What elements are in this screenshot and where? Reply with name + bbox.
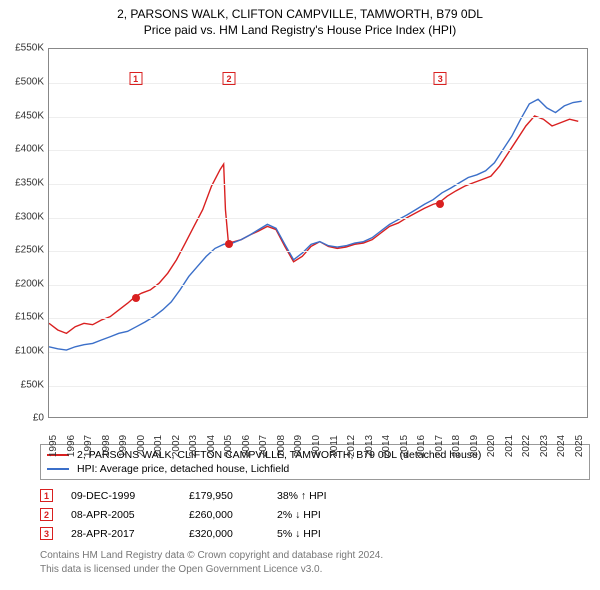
y-tick-label: £250K xyxy=(15,245,44,256)
x-tick-label: 2004 xyxy=(206,435,217,457)
x-tick-label: 2015 xyxy=(399,435,410,457)
transaction-table: 1 09-DEC-1999 £179,950 38% ↑ HPI 2 08-APR-200… xyxy=(40,486,590,543)
x-tick-label: 2022 xyxy=(521,435,532,457)
transaction-hpi-delta: 5% ↓ HPI xyxy=(277,528,377,540)
x-tick-label: 2024 xyxy=(556,435,567,457)
x-tick-label: 2017 xyxy=(434,435,445,457)
transaction-price: £260,000 xyxy=(189,509,259,521)
x-tick-label: 2008 xyxy=(276,435,287,457)
x-tick-label: 2003 xyxy=(188,435,199,457)
gridline xyxy=(49,150,587,151)
gridline xyxy=(49,251,587,252)
transaction-row: 1 09-DEC-1999 £179,950 38% ↑ HPI xyxy=(40,486,590,505)
x-tick-label: 1999 xyxy=(118,435,129,457)
footer-line-2: This data is licensed under the Open Gov… xyxy=(40,563,590,577)
series-line xyxy=(49,100,582,351)
y-tick-label: £150K xyxy=(15,312,44,323)
transaction-row: 3 28-APR-2017 £320,000 5% ↓ HPI xyxy=(40,524,590,543)
chart-page: 2, PARSONS WALK, CLIFTON CAMPVILLE, TAMW… xyxy=(0,0,600,590)
transaction-marker: 2 xyxy=(40,508,53,521)
y-tick-label: £500K xyxy=(15,77,44,88)
gridline xyxy=(49,117,587,118)
transaction-price: £320,000 xyxy=(189,528,259,540)
y-tick-label: £450K xyxy=(15,110,44,121)
gridline xyxy=(49,184,587,185)
legend-swatch xyxy=(47,468,69,470)
title-line-2: Price paid vs. HM Land Registry's House … xyxy=(0,22,600,38)
x-tick-label: 2011 xyxy=(329,436,340,458)
x-tick-label: 2001 xyxy=(153,435,164,457)
title-line-1: 2, PARSONS WALK, CLIFTON CAMPVILLE, TAMW… xyxy=(0,6,600,22)
legend-entry: HPI: Average price, detached house, Lich… xyxy=(47,462,583,476)
transaction-date: 09-DEC-1999 xyxy=(71,490,171,502)
callout-marker: 3 xyxy=(434,72,447,85)
x-tick-label: 1998 xyxy=(101,435,112,457)
x-tick-label: 2002 xyxy=(171,435,182,457)
series-line xyxy=(49,116,578,333)
price-point xyxy=(132,294,140,302)
y-tick-label: £550K xyxy=(15,43,44,54)
transaction-date: 28-APR-2017 xyxy=(71,528,171,540)
x-axis: 1995199619971998199920002001200220032004… xyxy=(48,420,588,450)
y-tick-label: £200K xyxy=(15,278,44,289)
x-tick-label: 1996 xyxy=(66,435,77,457)
gridline xyxy=(49,386,587,387)
footer-attribution: Contains HM Land Registry data © Crown c… xyxy=(40,549,590,576)
x-tick-label: 1997 xyxy=(83,435,94,457)
x-tick-label: 1995 xyxy=(48,435,59,457)
x-tick-label: 2000 xyxy=(136,435,147,457)
x-tick-label: 2019 xyxy=(469,435,480,457)
x-tick-label: 2005 xyxy=(223,435,234,457)
callout-marker: 2 xyxy=(223,72,236,85)
y-tick-label: £400K xyxy=(15,144,44,155)
chart-area: £0 £50K £100K £150K £200K £250K £300K £350K £400… xyxy=(0,38,600,438)
x-tick-label: 2016 xyxy=(416,435,427,457)
price-point xyxy=(436,200,444,208)
transaction-date: 08-APR-2005 xyxy=(71,509,171,521)
gridline xyxy=(49,352,587,353)
x-tick-label: 2020 xyxy=(486,435,497,457)
transaction-marker: 3 xyxy=(40,527,53,540)
footer-line-1: Contains HM Land Registry data © Crown c… xyxy=(40,549,590,563)
price-point xyxy=(225,240,233,248)
x-tick-label: 2023 xyxy=(539,435,550,457)
plot-area: 1 2 3 xyxy=(48,48,588,418)
x-tick-label: 2012 xyxy=(346,435,357,457)
callout-marker: 1 xyxy=(129,72,142,85)
x-tick-label: 2018 xyxy=(451,435,462,457)
gridline xyxy=(49,285,587,286)
x-tick-label: 2007 xyxy=(258,435,269,457)
x-tick-label: 2006 xyxy=(241,435,252,457)
line-layer xyxy=(49,49,587,417)
x-tick-label: 2014 xyxy=(381,435,392,457)
transaction-hpi-delta: 38% ↑ HPI xyxy=(277,490,377,502)
x-tick-label: 2009 xyxy=(293,435,304,457)
gridline xyxy=(49,218,587,219)
chart-title: 2, PARSONS WALK, CLIFTON CAMPVILLE, TAMW… xyxy=(0,0,600,38)
x-tick-label: 2010 xyxy=(311,435,322,457)
y-tick-label: £0 xyxy=(33,413,44,424)
transaction-price: £179,950 xyxy=(189,490,259,502)
y-tick-label: £300K xyxy=(15,211,44,222)
x-tick-label: 2021 xyxy=(504,435,515,457)
transaction-row: 2 08-APR-2005 £260,000 2% ↓ HPI xyxy=(40,505,590,524)
y-tick-label: £350K xyxy=(15,177,44,188)
y-tick-label: £100K xyxy=(15,346,44,357)
transaction-hpi-delta: 2% ↓ HPI xyxy=(277,509,377,521)
gridline xyxy=(49,318,587,319)
y-axis: £0£50K£100K£150K£200K£250K£300K£350K£400… xyxy=(0,48,48,418)
x-tick-label: 2013 xyxy=(364,435,375,457)
legend-label: HPI: Average price, detached house, Lich… xyxy=(77,463,289,475)
transaction-marker: 1 xyxy=(40,489,53,502)
x-tick-label: 2025 xyxy=(574,435,585,457)
y-tick-label: £50K xyxy=(21,379,44,390)
